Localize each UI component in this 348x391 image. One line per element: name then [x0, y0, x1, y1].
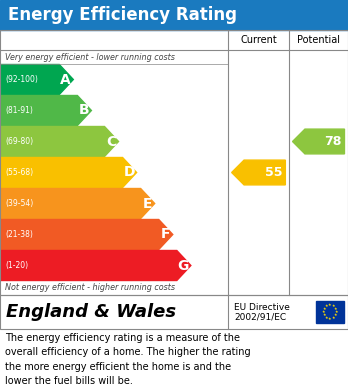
Text: ★: ★ — [325, 304, 329, 308]
Text: England & Wales: England & Wales — [6, 303, 176, 321]
Text: G: G — [177, 258, 189, 273]
Text: (39-54): (39-54) — [5, 199, 33, 208]
Text: ★: ★ — [328, 317, 332, 321]
Text: Very energy efficient - lower running costs: Very energy efficient - lower running co… — [5, 52, 175, 61]
Text: ★: ★ — [332, 304, 335, 308]
Text: ★: ★ — [325, 316, 329, 320]
Text: (55-68): (55-68) — [5, 168, 33, 177]
Polygon shape — [1, 95, 92, 126]
Text: ★: ★ — [332, 316, 335, 320]
Text: D: D — [123, 165, 135, 179]
Polygon shape — [232, 160, 285, 185]
Text: 78: 78 — [324, 135, 341, 148]
Text: (21-38): (21-38) — [5, 230, 33, 239]
Text: A: A — [61, 72, 71, 86]
Text: ★: ★ — [323, 307, 326, 311]
Text: Energy Efficiency Rating: Energy Efficiency Rating — [8, 6, 237, 24]
Text: ★: ★ — [335, 310, 338, 314]
Text: ★: ★ — [334, 313, 338, 317]
Text: (69-80): (69-80) — [5, 137, 33, 146]
Text: (92-100): (92-100) — [5, 75, 38, 84]
Polygon shape — [1, 188, 155, 219]
Text: E: E — [142, 197, 152, 210]
Text: 55: 55 — [265, 166, 282, 179]
Text: ★: ★ — [323, 313, 326, 317]
Polygon shape — [1, 251, 191, 280]
Bar — [0, 0, 348, 30]
Text: (1-20): (1-20) — [5, 261, 28, 270]
Text: Potential: Potential — [297, 35, 340, 45]
Bar — [0, 30, 348, 295]
Text: (81-91): (81-91) — [5, 106, 33, 115]
Polygon shape — [1, 158, 137, 188]
Text: EU Directive: EU Directive — [234, 303, 290, 312]
Polygon shape — [293, 129, 345, 154]
Text: Current: Current — [240, 35, 277, 45]
Polygon shape — [1, 127, 119, 156]
Text: Not energy efficient - higher running costs: Not energy efficient - higher running co… — [5, 283, 175, 292]
Text: B: B — [79, 104, 89, 118]
Text: ★: ★ — [334, 307, 338, 311]
Text: ★: ★ — [328, 303, 332, 307]
Polygon shape — [1, 219, 173, 249]
Polygon shape — [1, 65, 73, 95]
Bar — [316, 301, 344, 323]
Text: 2002/91/EC: 2002/91/EC — [234, 312, 286, 321]
Text: F: F — [160, 228, 170, 242]
Text: ★: ★ — [322, 310, 325, 314]
Text: C: C — [106, 135, 116, 149]
Bar — [0, 295, 348, 329]
Text: The energy efficiency rating is a measure of the
overall efficiency of a home. T: The energy efficiency rating is a measur… — [5, 333, 251, 386]
